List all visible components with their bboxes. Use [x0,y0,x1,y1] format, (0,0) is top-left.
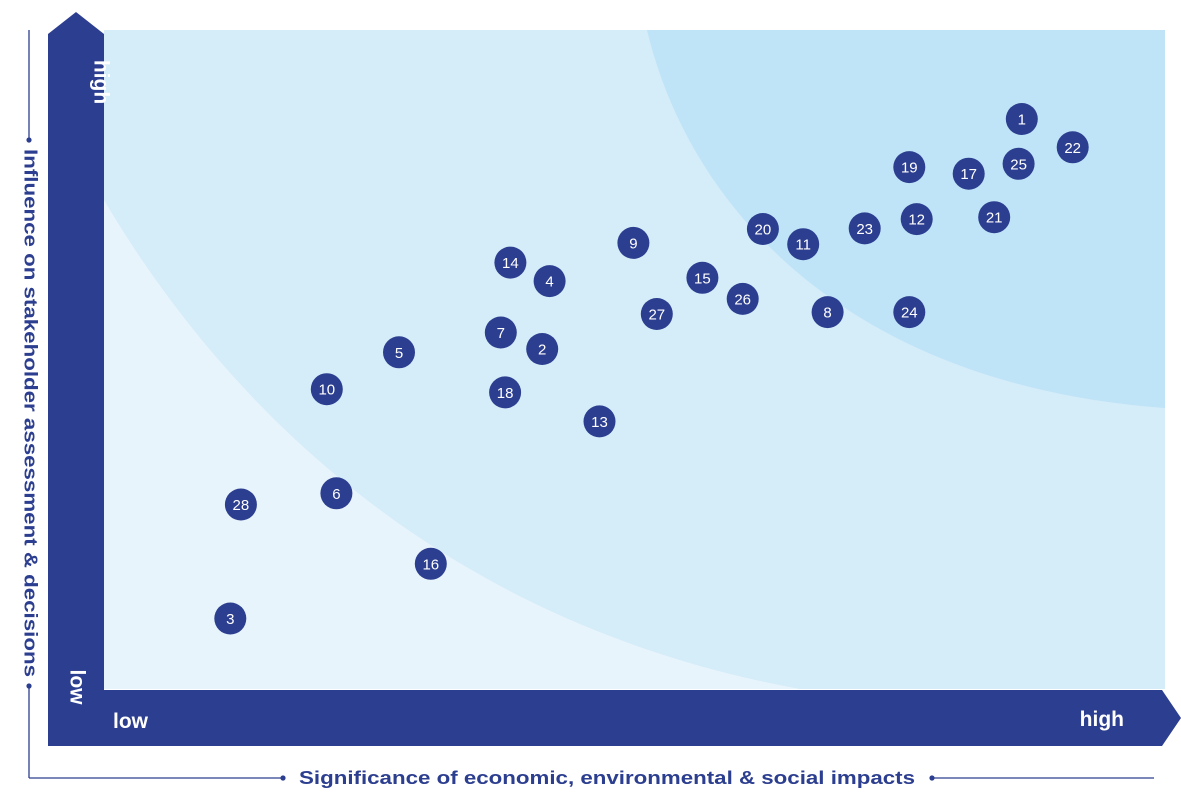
data-point-label: 9 [629,235,637,252]
data-points: 1234567891011121314151617181920212223242… [214,103,1089,635]
data-point-label: 10 [318,382,335,399]
data-point-label: 22 [1064,140,1081,157]
data-point-marker [811,296,844,329]
data-point-18: 18 [489,376,522,409]
data-point-label: 21 [986,210,1003,227]
x-title-dot-right [929,775,935,781]
data-point-marker [383,336,415,369]
data-point-25: 25 [1002,147,1035,180]
data-point-label: 18 [497,385,514,402]
data-point-marker [893,296,926,329]
data-point-11: 11 [787,228,820,261]
data-point-marker [686,261,719,294]
data-point-2: 2 [526,333,559,365]
data-point-6: 6 [320,477,353,510]
data-point-label: 8 [823,305,831,322]
data-point-12: 12 [900,203,933,236]
data-point-4: 4 [533,265,566,298]
data-point-27: 27 [640,298,673,330]
data-point-label: 7 [497,325,505,342]
y-axis-high-label: high [89,60,112,104]
data-point-14: 14 [494,246,527,279]
data-point-marker [1002,147,1035,180]
data-point-9: 9 [617,226,650,259]
data-point-10: 10 [310,373,343,406]
data-point-label: 11 [795,237,811,254]
data-point-26: 26 [726,282,759,315]
y-axis-low-label: low [65,670,88,706]
data-point-16: 16 [414,547,447,580]
data-point-marker [787,228,820,261]
data-point-marker [310,373,343,406]
data-point-label: 3 [226,611,234,628]
data-point-marker [617,226,650,259]
data-point-marker [848,212,881,245]
data-point-17: 17 [952,157,985,190]
y-title-dot-bottom [26,683,32,689]
data-point-marker [320,477,353,510]
data-point-label: 2 [538,342,546,359]
data-point-marker [583,405,616,438]
x-title-dot-left [280,775,286,781]
data-point-marker [900,203,933,236]
y-title-dot-top [26,137,32,143]
data-point-label: 24 [901,305,918,322]
data-point-28: 28 [224,488,257,521]
data-point-8: 8 [811,296,844,329]
data-point-marker [494,246,527,279]
data-point-label: 12 [908,212,925,229]
x-axis-title: Significance of economic, environmental … [299,768,915,788]
data-point-marker [893,151,926,184]
data-point-label: 25 [1010,156,1027,173]
x-axis-low-label: low [113,710,149,733]
data-point-3: 3 [214,602,247,635]
y-axis-band [48,12,104,746]
data-point-15: 15 [686,261,719,294]
data-point-marker [414,547,447,580]
data-point-7: 7 [484,316,517,349]
data-point-label: 17 [960,166,977,183]
data-point-label: 1 [1018,112,1026,129]
data-point-label: 15 [694,270,711,287]
data-point-22: 22 [1056,131,1089,164]
data-point-marker [978,201,1011,234]
data-point-marker [526,333,559,365]
data-point-marker [484,316,517,349]
data-point-marker [224,488,257,521]
data-point-label: 13 [591,414,608,431]
data-point-marker [640,298,673,330]
data-point-label: 23 [856,221,873,238]
data-point-marker [1005,103,1038,135]
axis-bracket [28,30,1154,779]
data-point-label: 26 [734,291,751,308]
data-point-13: 13 [583,405,616,438]
data-point-label: 16 [422,556,439,573]
x-axis-high-label: high [1080,708,1124,731]
data-point-marker [726,282,759,315]
data-point-label: 27 [648,307,665,324]
data-point-23: 23 [848,212,881,245]
data-point-21: 21 [978,201,1011,234]
data-point-label: 5 [395,345,403,362]
data-point-5: 5 [383,336,415,369]
x-axis-band [48,690,1181,746]
data-point-24: 24 [893,296,926,329]
data-point-label: 20 [755,222,772,239]
data-point-label: 28 [233,497,250,514]
y-axis-title: Influence on stakeholder assessment & de… [20,149,40,677]
data-point-label: 14 [502,255,519,272]
data-point-20: 20 [746,213,779,245]
data-point-marker [533,265,566,298]
data-point-marker [746,213,779,245]
data-point-marker [1056,131,1089,164]
data-point-marker [489,376,522,409]
data-point-label: 4 [545,274,553,291]
data-point-marker [952,157,985,190]
data-point-label: 19 [901,160,918,177]
data-point-label: 6 [332,486,340,503]
data-point-marker [214,602,247,635]
data-point-19: 19 [893,151,926,184]
data-point-1: 1 [1005,103,1038,135]
